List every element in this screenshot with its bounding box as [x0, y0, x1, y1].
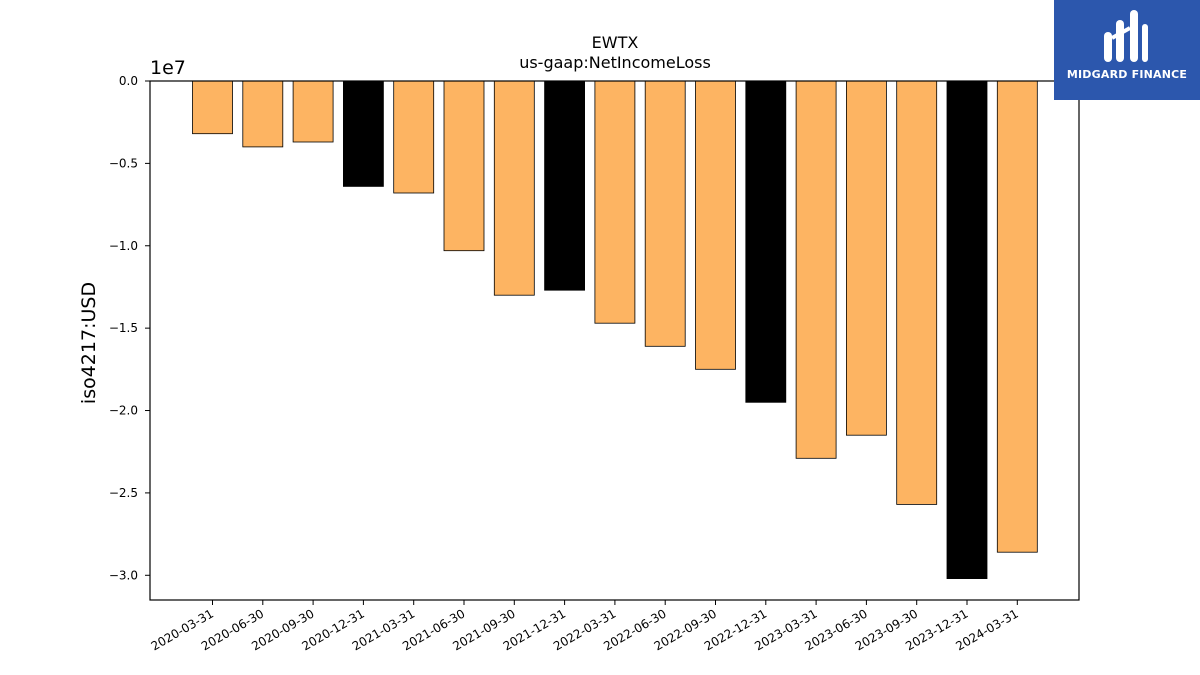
bar-2023-06-30: [846, 80, 887, 436]
plot-frame: [149, 80, 1080, 601]
bar-2023-03-31: [795, 80, 837, 459]
midgard-logo-icon: [1104, 10, 1148, 62]
bar-2022-12-31: [745, 80, 787, 403]
brand-logo-text: MIDGARD FINANCE: [1066, 68, 1188, 81]
y-tick-label: −0.5: [109, 156, 138, 170]
bar-2022-09-30: [695, 80, 736, 370]
bars-group: [192, 80, 1038, 580]
y-axis-ticks: 0.0 −0.5 −1.0 −1.5 −2.0 −2.5 −3.0: [109, 74, 150, 582]
brand-logo: MIDGARD FINANCE: [1054, 0, 1200, 100]
y-axis-label: iso4217:USD: [78, 282, 100, 404]
y-axis-offset-label: 1e7: [150, 57, 186, 79]
y-tick-label: 0.0: [119, 74, 138, 88]
bar-2020-03-31: [192, 80, 233, 135]
bar-2021-03-31: [393, 80, 435, 194]
bar-2021-12-31: [544, 80, 585, 291]
x-axis-ticks: 2020-03-312020-06-302020-09-302020-12-31…: [149, 600, 1021, 653]
bar-2020-12-31: [342, 80, 384, 187]
bar-2021-06-30: [443, 80, 485, 252]
bar-2021-09-30: [493, 80, 535, 296]
chart-title: EWTX: [592, 33, 639, 52]
bar-2024-03-31: [996, 80, 1038, 553]
bar-2022-06-30: [644, 80, 686, 347]
y-tick-label: −3.0: [109, 568, 138, 582]
bar-2023-12-31: [946, 80, 988, 580]
chart-subtitle: us-gaap:NetIncomeLoss: [519, 53, 711, 72]
y-tick-label: −2.0: [109, 404, 138, 418]
y-tick-label: −1.0: [109, 239, 138, 253]
bar-2022-03-31: [594, 80, 636, 324]
y-tick-label: −2.5: [109, 486, 138, 500]
y-tick-label: −1.5: [109, 321, 138, 335]
bar-2020-06-30: [242, 80, 284, 148]
bar-2023-09-30: [896, 80, 938, 505]
bar-2020-09-30: [292, 80, 334, 143]
